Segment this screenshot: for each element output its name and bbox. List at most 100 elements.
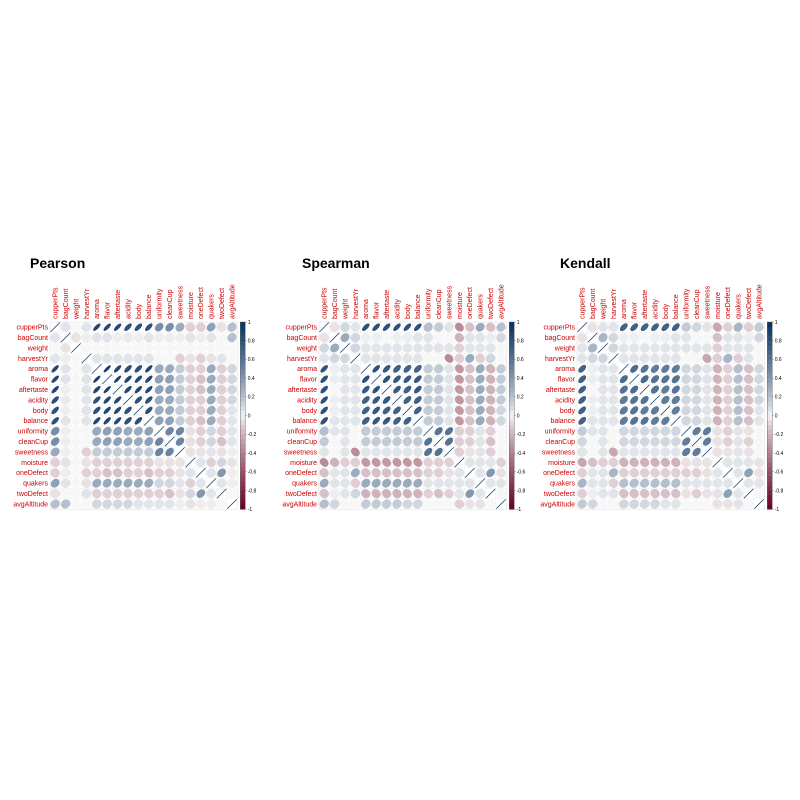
corr-ellipse [392,499,402,509]
corr-ellipse [227,488,237,499]
corr-ellipse [134,396,143,404]
corr-ellipse [185,478,196,488]
corr-ellipse [733,499,744,509]
colorbar-segment [509,481,515,487]
corr-ellipse [650,406,660,415]
corr-ellipse [712,322,722,332]
corr-ellipse [650,447,660,457]
colorbar-segment [509,345,515,351]
corr-ellipse [454,385,464,395]
corr-ellipse [81,395,92,405]
colorbar-segment [509,467,515,473]
corr-ellipse [102,499,112,509]
corr-ellipse [413,468,423,478]
corr-ellipse [340,322,350,332]
corr-ellipse [619,406,628,415]
corr-ellipse [743,343,754,353]
corr-ellipse [619,499,629,509]
colorbar-segment [767,457,773,463]
row-label: cupperPts [16,325,48,332]
corr-ellipse [402,488,413,499]
corr-ellipse [102,437,112,447]
corr-ellipse [350,363,361,374]
corr-ellipse [216,364,227,374]
corr-ellipse [350,488,361,499]
diagonal-mark [743,488,754,499]
corr-ellipse [423,374,433,384]
column-label: moisture [715,292,722,319]
corr-ellipse [587,384,598,395]
corr-ellipse [671,478,681,488]
corr-ellipse [598,488,608,499]
corr-ellipse [145,323,153,331]
corr-ellipse [454,405,464,415]
corr-ellipse [81,384,92,395]
corr-ellipse [102,488,112,499]
corr-ellipse [360,343,371,353]
corr-ellipse [640,375,649,384]
corr-ellipse [702,322,712,333]
corr-ellipse [754,395,764,405]
corr-ellipse [206,374,216,384]
column-label: twoDefect [746,288,753,319]
corr-ellipse [691,488,702,499]
colorbar-segment [240,429,246,435]
corr-ellipse [71,374,81,385]
corr-ellipse [227,457,237,468]
corr-ellipse [650,478,660,488]
corr-ellipse [227,364,237,374]
corr-ellipse [123,499,133,509]
colorbar-segment [509,495,515,501]
corr-ellipse [144,478,154,488]
corr-ellipse [50,332,61,343]
corr-ellipse [196,384,206,395]
colorbar-segment [240,443,246,449]
corr-ellipse [682,447,691,457]
corr-ellipse [702,395,712,405]
corr-ellipse [206,436,216,447]
diagonal-mark [722,467,733,478]
corr-ellipse [464,478,475,489]
corr-ellipse [692,427,701,436]
corr-ellipse [475,467,486,478]
colorbar-segment [767,392,773,398]
corr-ellipse [372,406,381,415]
colorbar-segment [240,373,246,379]
corr-ellipse [723,489,733,499]
colorbar-segment [509,406,515,412]
corr-ellipse [465,416,475,426]
row-label: cupperPts [543,325,575,332]
corr-ellipse [608,363,619,374]
corr-ellipse [50,343,61,353]
corr-ellipse [650,488,660,499]
colorbar-segment [767,340,773,346]
corr-ellipse [587,488,598,499]
corr-ellipse [414,323,422,331]
colorbar-segment [767,345,773,351]
corr-ellipse [102,468,112,478]
corr-ellipse [350,405,361,416]
corr-ellipse [382,406,391,415]
corr-ellipse [319,447,330,457]
corr-ellipse [413,499,423,509]
corr-ellipse [227,415,237,426]
corr-ellipse [403,323,412,331]
corr-ellipse [681,374,691,384]
column-label: balance [146,294,153,319]
colorbar-segment [240,471,246,477]
corr-ellipse [196,364,206,374]
corr-ellipse [134,375,143,383]
corr-ellipse [670,343,681,353]
column-label: cupperPts [322,287,329,319]
colorbar-segment [240,331,246,337]
corr-ellipse [671,406,680,415]
column-label: acidity [125,299,132,319]
corr-ellipse [123,488,133,499]
corr-ellipse [393,364,401,373]
corr-ellipse [733,457,744,468]
corr-ellipse [681,478,692,489]
corr-ellipse [216,478,227,489]
corr-ellipse [454,343,465,353]
corr-ellipse [433,364,444,374]
corr-ellipse [598,405,608,416]
